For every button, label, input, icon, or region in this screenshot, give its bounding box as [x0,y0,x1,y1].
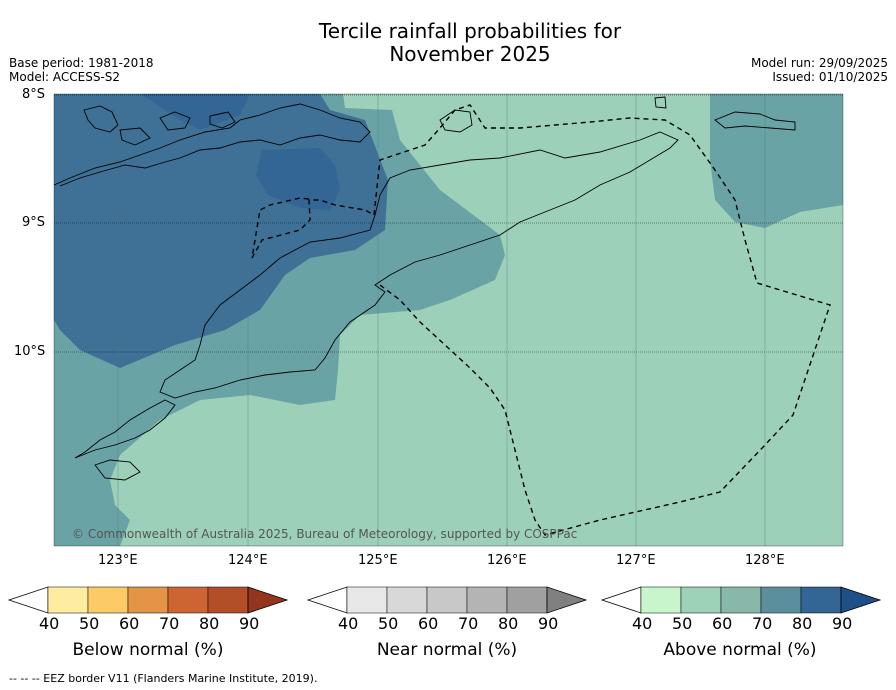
lat-label-10s: 10°S [14,344,46,359]
meta-right: Model run: 29/09/2025 Issued: 01/10/2025 [751,56,888,84]
colorbar-tick-label: 90 [538,614,559,633]
lon-label-128e: 128°E [745,553,785,568]
colorbar-segment [720,586,762,614]
coastlines [54,96,796,481]
lon-label-123e: 123°E [98,553,138,568]
title-line-2: November 2025 [389,42,551,66]
colorbar-right-extension [840,586,882,614]
colorbar-right-extension [546,586,588,614]
map-title: Tercile rainfall probabilities for Novem… [0,20,896,66]
colorbar-tick-label: 70 [458,614,479,633]
colorbar-near-normal [306,586,588,614]
title-line-1: Tercile rainfall probabilities for [318,19,622,43]
above-normal-label: Above normal (%) [663,640,817,660]
colorbar-tick-label: 50 [672,614,693,633]
colorbar-segment [167,586,209,614]
near-normal-label: Near normal (%) [376,640,518,660]
colorbar-above-normal [600,586,882,614]
region-90-b [256,148,340,210]
colorbar-segment [127,586,169,614]
colorbars [7,586,882,614]
colorbar-segment [207,586,249,614]
colorbar-tick-label: 40 [632,614,653,633]
colorbar-below-normal [7,586,289,614]
copyright-notice: © Commonwealth of Australia 2025, Bureau… [72,527,577,541]
colorbar-segment [87,586,129,614]
region-70-80-east [710,94,843,228]
colorbar-left-extension [306,586,348,614]
colorbar-tick-label: 60 [712,614,733,633]
lat-label-9s: 9°S [22,215,46,230]
colorbar-segment [640,586,682,614]
colorbar-tick-label: 80 [199,614,220,633]
colorbar-left-extension [7,586,49,614]
colorbar-tick-label: 40 [39,614,60,633]
probability-field: © Commonwealth of Australia 2025, Bureau… [54,94,843,546]
colorbar-right-extension [247,586,289,614]
colorbar-tick-label: 50 [79,614,100,633]
lon-label-127e: 127°E [616,553,656,568]
colorbar-segment [680,586,722,614]
lat-label-8s: 8°S [22,87,46,102]
colorbar-tick-label: 90 [239,614,260,633]
lon-label-124e: 124°E [228,553,268,568]
colorbar-tick-label: 80 [498,614,519,633]
colorbar-segment [800,586,842,614]
meta-left: Base period: 1981-2018 Model: ACCESS-S2 [9,56,154,84]
colorbar-segment [466,586,508,614]
region-90-a [140,94,250,130]
colorbar-tick-label: 80 [792,614,813,633]
model-name: Model: ACCESS-S2 [9,70,121,84]
colorbar-segment [760,586,802,614]
colorbar-tick-label: 90 [832,614,853,633]
colorbar-tick-label: 60 [119,614,140,633]
colorbar-tick-label: 60 [418,614,439,633]
colorbar-tick-label: 40 [338,614,359,633]
issued-date: Issued: 01/10/2025 [772,70,888,84]
colorbar-tick-label: 70 [752,614,773,633]
colorbar-left-extension [600,586,642,614]
colorbar-segment [506,586,548,614]
colorbar-tick-label: 70 [159,614,180,633]
colorbar-segment [426,586,468,614]
lon-label-126e: 126°E [487,553,527,568]
base-period: Base period: 1981-2018 [9,56,154,70]
meridians [117,94,766,546]
colorbar-tick-label: 50 [378,614,399,633]
colorbar-segment [47,586,89,614]
map-panel: © Commonwealth of Australia 2025, Bureau… [53,93,844,547]
eez-border [251,104,831,536]
eez-footnote: -- -- -- EEZ border V11 (Flanders Marine… [9,672,318,685]
model-run: Model run: 29/09/2025 [750,56,888,70]
colorbar-segment [346,586,388,614]
gridlines [54,94,843,353]
colorbar-segment [386,586,428,614]
lon-label-125e: 125°E [358,553,398,568]
below-normal-label: Below normal (%) [72,640,224,660]
map-frame [53,93,844,547]
